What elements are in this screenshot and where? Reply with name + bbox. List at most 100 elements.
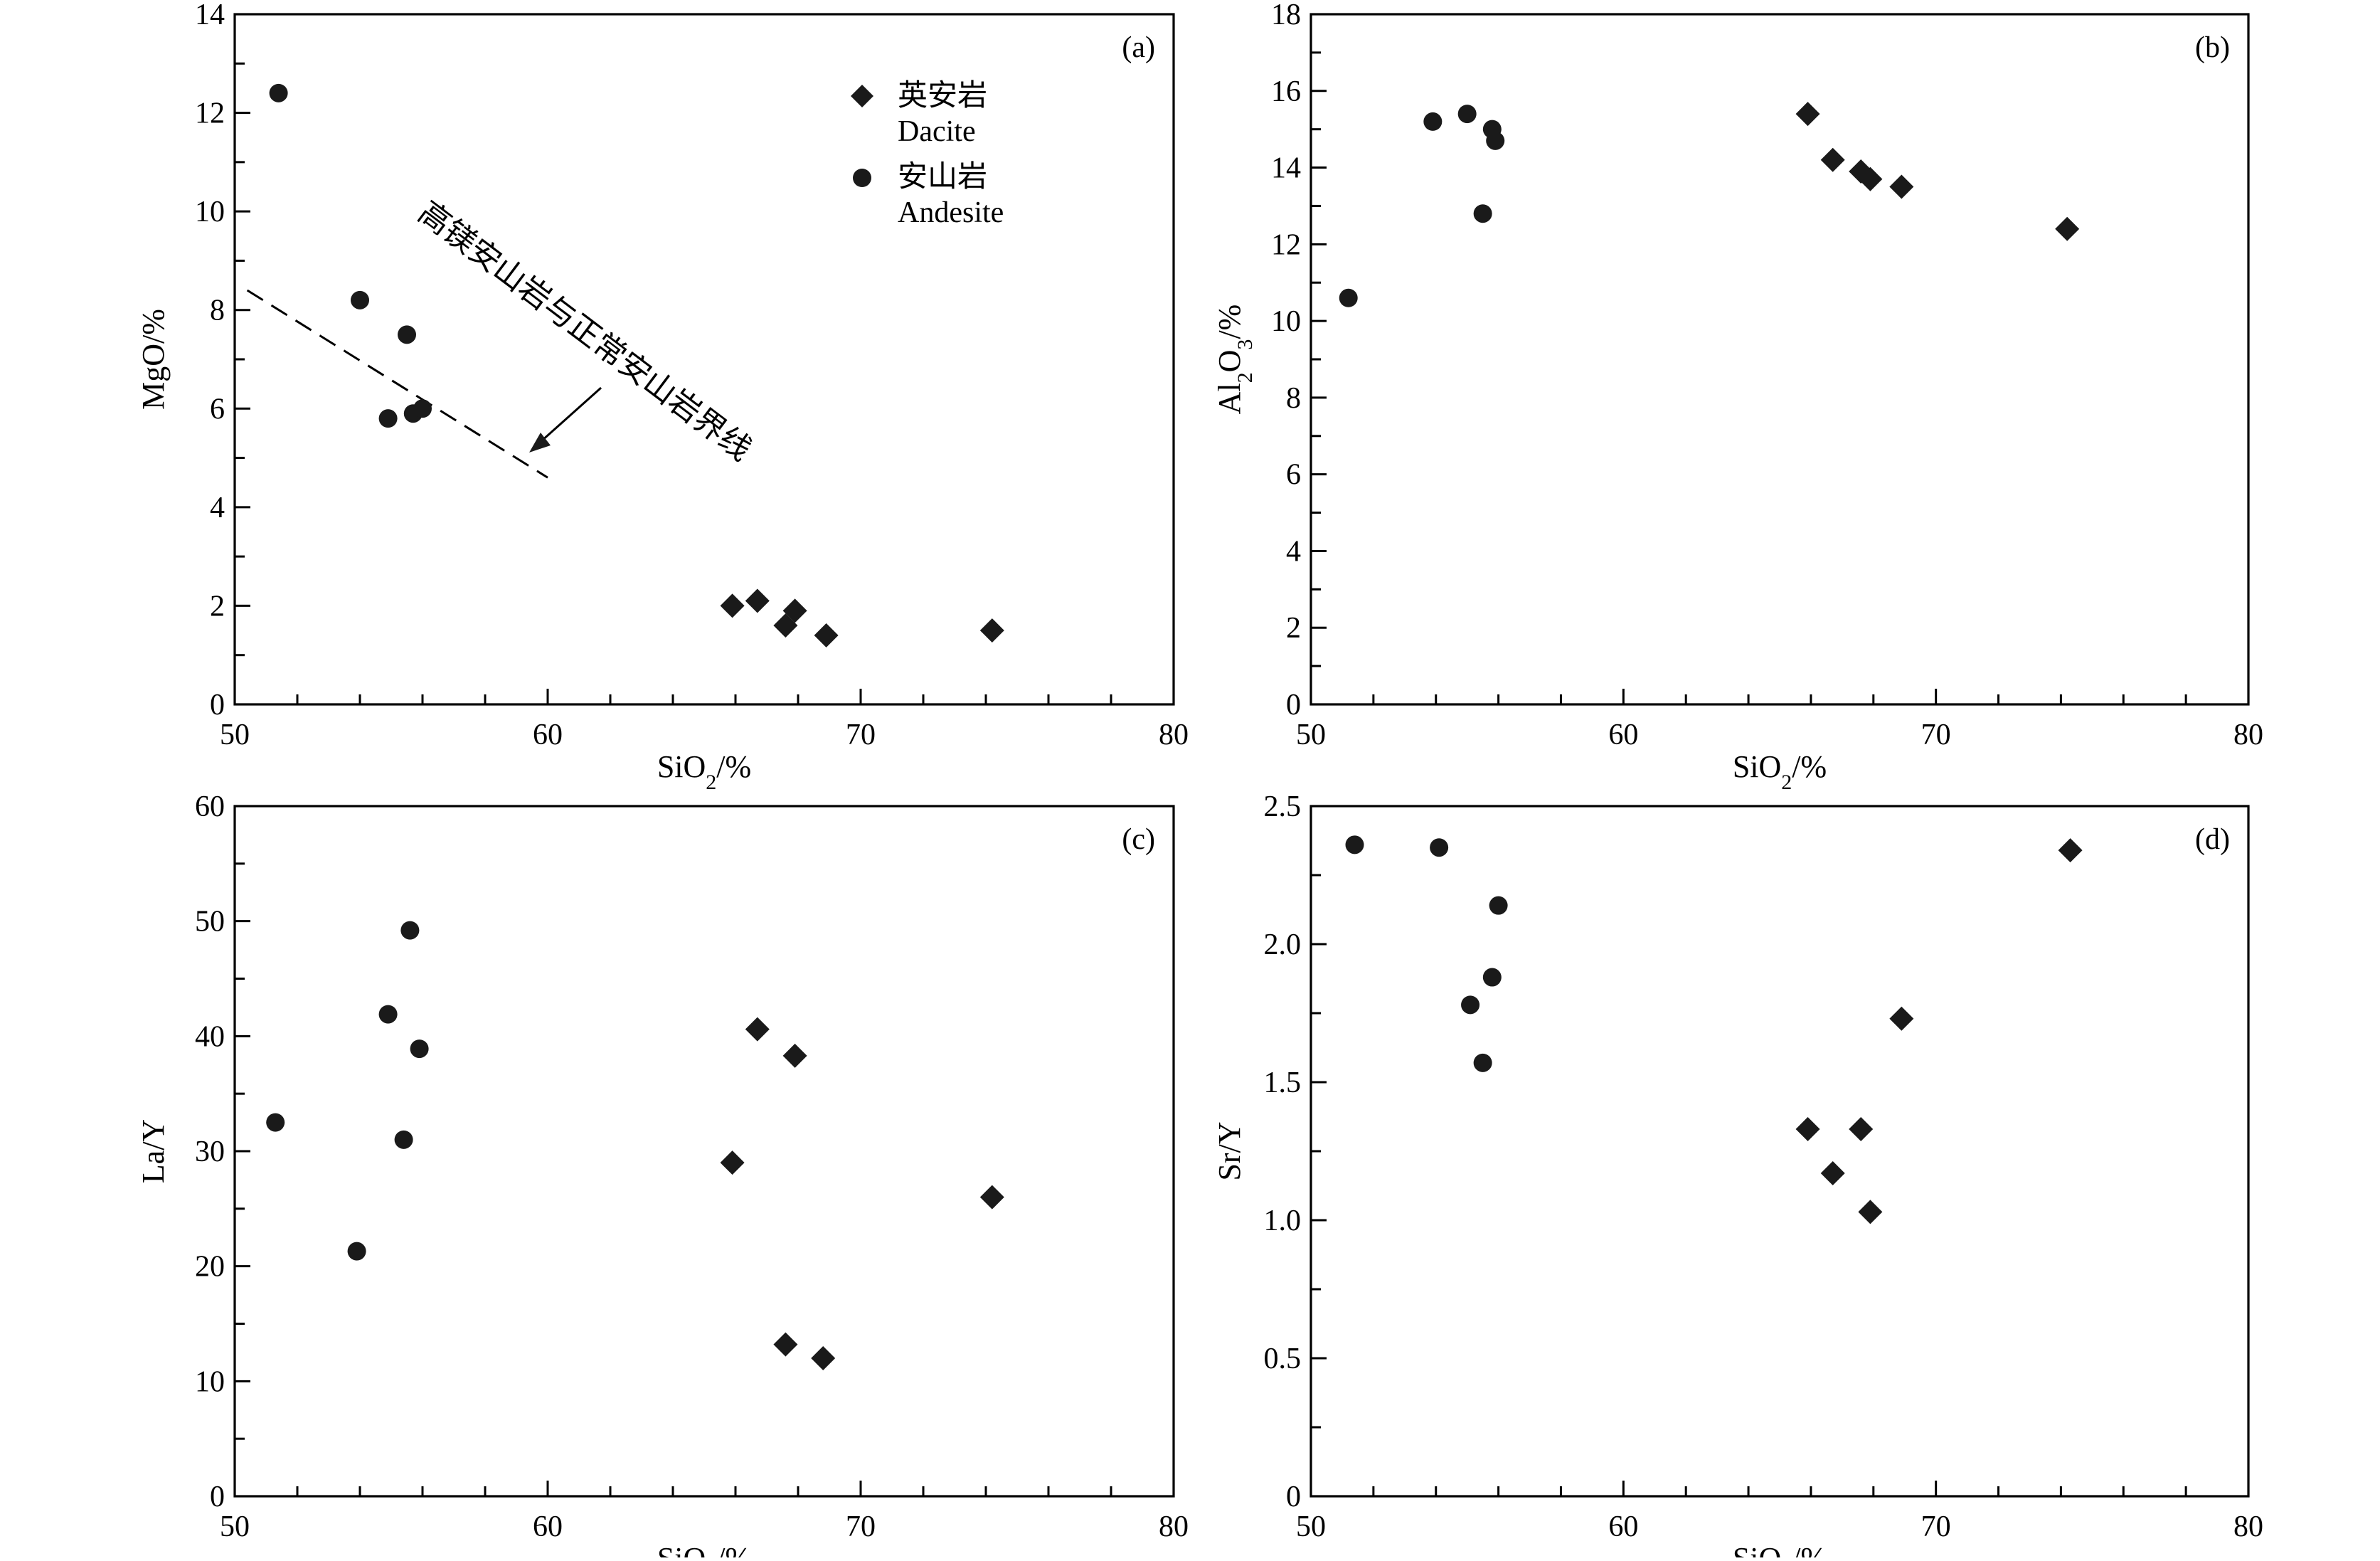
plot-frame-d <box>1309 805 2250 1498</box>
x-tick-label: 80 <box>2233 719 2263 751</box>
andesite-point <box>1430 838 1449 857</box>
x-tick-label: 50 <box>1296 719 1326 751</box>
panel-label: (c) <box>1122 823 1155 856</box>
y-tick-label: 8 <box>1286 382 1301 415</box>
boundary-annotation: 高镁安山岩与正常安山岩界线 <box>412 195 758 467</box>
y-tick-label: 10 <box>1271 305 1301 338</box>
y-tick-label: 16 <box>1271 75 1301 108</box>
andesite-point <box>1473 1053 1492 1072</box>
y-tick-label: 8 <box>210 295 225 327</box>
dacite-point <box>1820 1161 1845 1186</box>
panel-b: 50 60 70 80 0 2 4 6 8 10 12 14 16 18 SiO2/% Al2O3/% (b) <box>1212 0 2263 794</box>
x-tick-label: 70 <box>846 719 876 751</box>
plot-frame-a <box>233 13 1175 706</box>
x-tick-label: 60 <box>1608 1510 1638 1543</box>
y-tick-label: 1.0 <box>1264 1205 1302 1237</box>
y-tick-label: 40 <box>195 1020 225 1053</box>
y-axis-label: La/Y <box>136 1119 171 1183</box>
y-tick-label: 18 <box>1271 0 1301 31</box>
andesite-point <box>1489 896 1508 915</box>
y-tick-label: 0.5 <box>1264 1343 1302 1375</box>
y-tick-label: 2 <box>210 590 225 623</box>
legend-dacite-en: Dacite <box>898 115 976 148</box>
dacite-point <box>782 598 807 623</box>
y-tick-label: 10 <box>195 1365 225 1398</box>
legend-andesite-en: Andesite <box>898 196 1004 229</box>
x-tick-label: 60 <box>533 1510 563 1543</box>
y-tick-label: 50 <box>195 906 225 938</box>
dacite-point <box>2055 216 2080 241</box>
dacite-point <box>1889 174 1914 199</box>
dacite-point <box>1858 166 1883 191</box>
andesite-point <box>378 409 398 428</box>
andesite-point <box>1345 835 1364 854</box>
x-tick-label: 80 <box>1159 719 1189 751</box>
andesite-point <box>1482 968 1502 987</box>
andesite-point <box>1339 288 1358 307</box>
y-tick-label: 2.5 <box>1264 790 1302 823</box>
andesite-point <box>1486 131 1505 150</box>
boundary-line <box>246 289 548 479</box>
dacite-point <box>720 593 745 618</box>
andesite-point <box>378 1005 398 1024</box>
plot-frame-c <box>233 805 1175 1498</box>
y-tick-label: 4 <box>210 492 225 524</box>
x-tick-label: 60 <box>533 719 563 751</box>
dacite-point <box>782 1043 807 1068</box>
y-tick-label: 14 <box>195 0 225 31</box>
y-tick-label: 6 <box>1286 459 1301 492</box>
x-tick-label: 70 <box>1921 1510 1951 1543</box>
dacite-point <box>1849 159 1874 184</box>
andesite-point <box>266 1113 285 1132</box>
x-axis-label: SiO2/% <box>657 1541 751 1557</box>
andesite-point <box>351 290 369 309</box>
x-tick-label: 50 <box>220 719 250 751</box>
y-tick-label: 0 <box>210 1481 225 1513</box>
annotation-arrow <box>534 386 602 448</box>
dacite-point <box>811 1346 836 1370</box>
andesite-point <box>347 1242 366 1261</box>
dacite-point <box>773 1332 798 1357</box>
panel-d: 50 60 70 80 0 0.5 1.0 1.5 2.0 2.5 SiO2/% Sr/Y (d) <box>1212 790 2263 1561</box>
y-tick-label: 14 <box>1271 152 1301 185</box>
dacite-point <box>745 1017 770 1042</box>
dacite-point <box>1820 147 1845 172</box>
y-tick-label: 2.0 <box>1264 928 1302 961</box>
dacite-point <box>979 618 1004 643</box>
x-tick-label: 50 <box>220 1510 250 1543</box>
dacite-point <box>979 1185 1004 1210</box>
y-tick-label: 0 <box>210 689 225 721</box>
y-tick-label: 60 <box>195 790 225 823</box>
andesite-point <box>400 921 420 940</box>
y-tick-label: 0 <box>1286 1481 1301 1513</box>
dacite-point <box>814 623 839 647</box>
y-tick-label: 12 <box>195 97 225 130</box>
dacite-point <box>1795 1116 1820 1141</box>
x-axis-label: SiO2/% <box>657 749 751 794</box>
x-axis-label: SiO2/% <box>1733 1541 1827 1557</box>
y-tick-label: 2 <box>1286 612 1301 645</box>
x-tick-label: 60 <box>1608 719 1638 751</box>
panel-c: 50 60 70 80 0 10 20 30 40 50 60 SiO2/% La/Y (c) <box>136 790 1189 1561</box>
y-tick-label: 10 <box>195 196 225 228</box>
y-tick-label: 12 <box>1271 228 1301 261</box>
dacite-point <box>1858 1200 1883 1224</box>
panel-label: (d) <box>2195 823 2230 856</box>
dacite-point <box>1849 1116 1874 1141</box>
panel-label: (a) <box>1122 31 1155 64</box>
panel-label: (b) <box>2195 31 2230 64</box>
dacite-point <box>2058 838 2083 863</box>
andesite-point <box>1457 105 1477 124</box>
y-tick-label: 6 <box>210 393 225 425</box>
legend-circle-icon <box>853 169 871 187</box>
x-tick-label: 50 <box>1296 1510 1326 1543</box>
x-tick-label: 70 <box>1921 719 1951 751</box>
legend-diamond-icon <box>851 85 873 107</box>
x-axis-label: SiO2/% <box>1733 749 1827 794</box>
andesite-point <box>413 399 432 418</box>
x-tick-label: 70 <box>846 1510 876 1543</box>
dacite-point <box>1889 1006 1914 1031</box>
